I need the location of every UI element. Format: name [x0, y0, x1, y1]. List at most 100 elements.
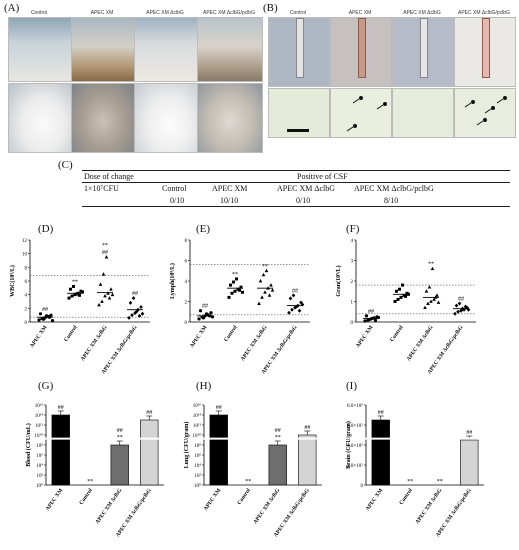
csf-syringe-complement — [454, 17, 516, 87]
table-value-apec: 10/10 — [220, 196, 239, 205]
panel-b-photos: Control APEC XM APEC XM ΔclbG APEC XM Δc… — [268, 10, 516, 138]
table-group-control: Control — [162, 184, 187, 193]
y-tick-label: 10¹⁰ — [34, 433, 43, 439]
y-tick-label: 10² — [37, 473, 44, 479]
significance-mark: ## — [304, 425, 310, 431]
panel-label-h: (H) — [196, 380, 212, 392]
data-point — [128, 300, 133, 305]
significance-mark: ## — [117, 428, 123, 434]
data-point — [453, 311, 457, 316]
bacteria-arrows — [346, 96, 387, 132]
panel-a-caption-3: APEC XM ΔclbG — [146, 10, 184, 16]
data-point — [209, 311, 213, 315]
x-tick-label: APEC XM — [365, 487, 385, 512]
data-point — [270, 288, 275, 292]
y-tick-label: 10 — [22, 253, 28, 258]
y-tick-label: 4.0×10⁵ — [347, 443, 363, 449]
data-point — [127, 315, 131, 320]
x-tick-label: Control — [79, 487, 95, 506]
data-point — [287, 310, 291, 315]
y-axis-label: WBC(10⁹/L) — [9, 265, 16, 297]
data-point — [198, 309, 203, 313]
csf-syringe-apec — [330, 17, 392, 87]
mouse-photo-apec-head — [71, 83, 135, 153]
data-point — [67, 296, 71, 300]
data-point — [238, 288, 241, 292]
mouse-photo-control-head — [8, 83, 72, 153]
table-value-complement: 8/10 — [384, 196, 399, 205]
y-tick-label: 8 — [185, 239, 188, 244]
table-group-apec: APEC XM — [212, 184, 248, 193]
significance-mark: ** — [437, 479, 443, 485]
y-axis-label: Gran(10⁹/L) — [335, 265, 342, 296]
data-point — [269, 283, 273, 287]
x-tick-label: Control — [389, 324, 405, 343]
y-tick-label: 2 — [25, 307, 28, 312]
bar — [110, 444, 129, 486]
x-tick-label: APEC XM ΔclbG — [95, 487, 124, 525]
data-point — [41, 317, 46, 321]
y-tick-label: 10¹² — [193, 423, 201, 429]
data-point — [100, 299, 104, 303]
data-point — [426, 301, 430, 305]
data-point — [98, 282, 103, 286]
data-point — [230, 291, 234, 295]
data-point — [232, 280, 235, 284]
table-value-mutant: 0/10 — [296, 196, 311, 205]
mouse-photo-mutant-ventral — [134, 17, 198, 82]
data-point — [435, 293, 439, 297]
data-point — [241, 290, 244, 294]
table-rule-mid — [82, 182, 510, 183]
x-tick-label: APEC XM — [355, 324, 375, 349]
panel-label-g: (G) — [38, 380, 54, 392]
data-point — [50, 319, 55, 323]
significance-mark: ## — [466, 430, 472, 436]
data-point — [69, 287, 72, 291]
x-tick-label: APEC XM — [203, 487, 223, 512]
data-point — [229, 283, 232, 287]
data-point — [227, 295, 231, 299]
data-point — [463, 304, 468, 309]
data-point — [110, 292, 115, 297]
x-tick-label: Control — [223, 324, 239, 343]
significance-mark: ## — [292, 288, 298, 294]
table-value-control: 0/10 — [170, 196, 185, 205]
panel-a-caption-2: APEC XM — [90, 10, 114, 16]
y-tick-label: 10¹² — [35, 423, 43, 429]
significance-mark: ** — [72, 279, 78, 285]
data-point — [78, 293, 81, 297]
data-point — [291, 293, 296, 298]
y-axis-label: Blood (CFU/mL) — [25, 423, 32, 467]
y-tick-label: 6 — [25, 280, 28, 285]
bar — [209, 414, 228, 486]
data-point — [373, 318, 378, 322]
data-point — [364, 314, 369, 318]
y-tick-label: 8.0×10⁵ — [347, 403, 363, 409]
significance-mark: ## — [378, 410, 384, 416]
y-tick-label: 10⁶ — [36, 453, 43, 459]
significance-mark: ** — [87, 479, 93, 485]
data-point — [401, 283, 404, 287]
x-tick-label: APEC XM ΔclbG — [240, 324, 269, 362]
mouse-photo-apec-ventral — [71, 17, 135, 82]
panel-b-caption-3: APEC XM ΔclbG — [403, 10, 441, 16]
data-point — [104, 255, 109, 259]
data-point — [423, 305, 427, 310]
data-point — [258, 279, 263, 283]
data-point — [37, 318, 41, 322]
y-tick-label: 0 — [361, 484, 364, 489]
csf-smear-apec — [330, 88, 392, 138]
x-tick-label: Control — [237, 487, 253, 506]
data-point — [97, 302, 101, 307]
data-point — [363, 319, 367, 323]
significance-mark: ## — [275, 428, 281, 434]
y-tick-label: 6.0×10⁵ — [347, 423, 363, 429]
bar — [371, 419, 390, 486]
panel-label-e: (E) — [196, 223, 211, 235]
csf-smear-mutant — [392, 88, 454, 138]
y-tick-label: 10¹⁰ — [192, 433, 201, 439]
y-tick-label: 10¹⁴ — [35, 413, 43, 419]
data-point — [267, 293, 272, 297]
csf-syringe-mutant — [392, 17, 454, 87]
data-point — [263, 290, 267, 294]
